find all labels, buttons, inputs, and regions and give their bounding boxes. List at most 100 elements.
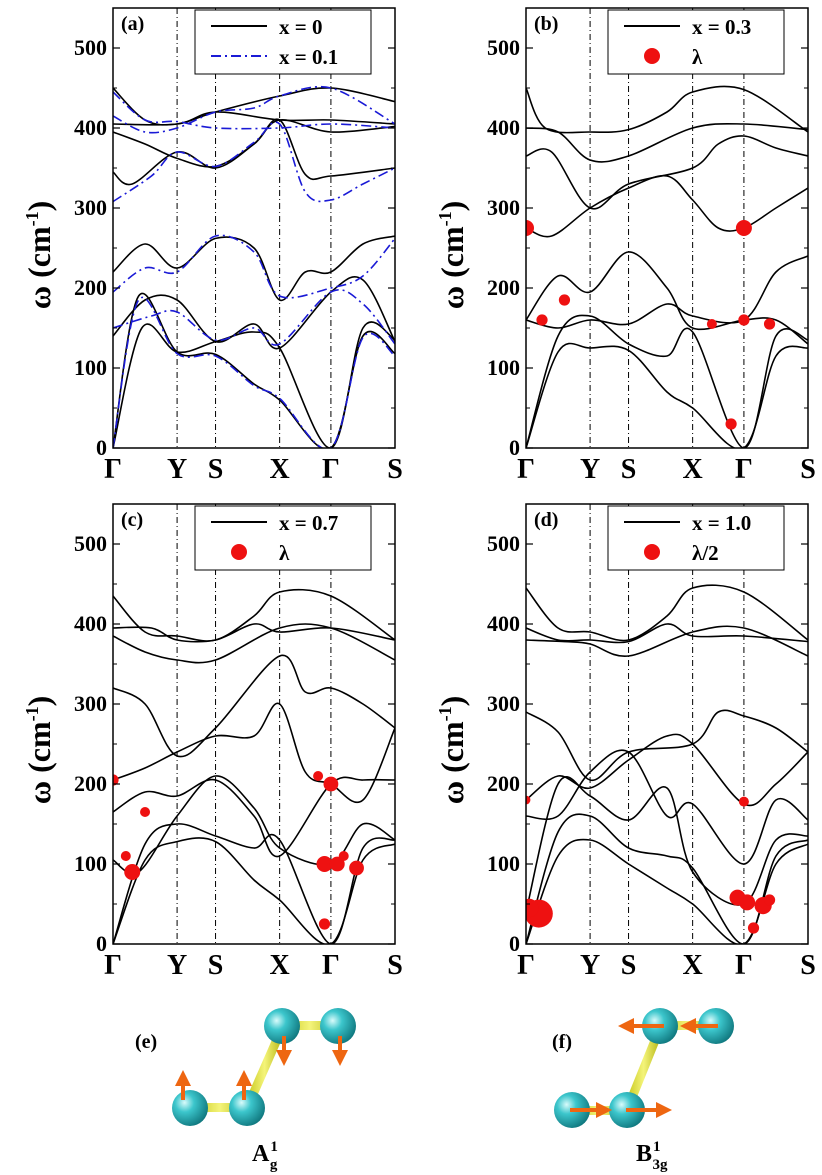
x-kpoint-label: X bbox=[270, 950, 290, 981]
lambda-marker bbox=[747, 922, 760, 934]
x-kpoint-label: X bbox=[683, 950, 703, 981]
lambda-marker bbox=[140, 807, 151, 817]
plot-frame bbox=[112, 7, 396, 449]
lambda-marker bbox=[113, 774, 119, 786]
y-tick-label: 500 bbox=[487, 35, 520, 60]
lambda-marker bbox=[526, 795, 531, 805]
legend-label: x = 0.7 bbox=[279, 511, 338, 535]
series-line bbox=[113, 775, 395, 875]
lambda-marker bbox=[725, 418, 737, 430]
y-tick-label: 100 bbox=[487, 355, 520, 380]
y-tick-label: 400 bbox=[487, 115, 520, 140]
bond bbox=[193, 1103, 247, 1112]
lambda-marker bbox=[120, 851, 131, 861]
svg-text:ω (cm-1): ω (cm-1) bbox=[434, 201, 470, 310]
lambda-marker bbox=[313, 771, 324, 781]
series-group bbox=[526, 584, 808, 944]
x-kpoint-label: S bbox=[387, 950, 403, 981]
series-line bbox=[526, 314, 808, 448]
x-kpoint-label: Γ bbox=[322, 950, 340, 981]
lambda-marker bbox=[739, 894, 756, 911]
y-tick-label: 100 bbox=[74, 851, 107, 876]
svg-text:ω (cm-1): ω (cm-1) bbox=[434, 696, 470, 805]
lambda-marker bbox=[763, 894, 776, 906]
series-group bbox=[526, 85, 808, 448]
x-kpoint-label: Y bbox=[167, 454, 187, 485]
y-tick-label: 500 bbox=[74, 531, 107, 556]
ylabel-d: ω (cm-1) bbox=[434, 696, 470, 805]
x-kpoint-label: S bbox=[800, 950, 816, 981]
y-tick-label: 200 bbox=[74, 771, 107, 796]
series-line bbox=[526, 135, 808, 210]
series-line bbox=[526, 709, 808, 781]
x-kpoint-label: S bbox=[208, 454, 224, 485]
legend-box bbox=[607, 9, 785, 75]
series-line bbox=[526, 122, 808, 163]
lambda-marker bbox=[124, 864, 141, 880]
series-line bbox=[113, 235, 395, 301]
lambda-marker bbox=[329, 856, 345, 872]
series-line bbox=[113, 623, 395, 643]
y-tick-label: 0 bbox=[509, 931, 520, 956]
lambda-marker bbox=[318, 918, 331, 930]
y-tick-label: 300 bbox=[487, 691, 520, 716]
series-line bbox=[526, 813, 808, 944]
panel-label: (a) bbox=[121, 13, 144, 35]
legend-box bbox=[607, 505, 785, 571]
legend-label: λ bbox=[692, 45, 703, 69]
legend-label: x = 1.0 bbox=[692, 511, 751, 535]
x-kpoint-label: X bbox=[270, 454, 290, 485]
panel-label: (d) bbox=[534, 509, 558, 531]
series-line bbox=[113, 588, 395, 642]
atom bbox=[172, 1090, 208, 1126]
x-kpoint-label: S bbox=[387, 454, 403, 485]
series-line bbox=[113, 776, 395, 858]
series-line bbox=[526, 255, 808, 329]
series-group bbox=[113, 86, 395, 448]
y-tick-label: 100 bbox=[487, 851, 520, 876]
y-tick-label: 100 bbox=[74, 355, 107, 380]
y-tick-label: 200 bbox=[487, 771, 520, 796]
series-line bbox=[526, 584, 808, 642]
ylabel-b: ω (cm-1) bbox=[434, 201, 470, 310]
legend-box bbox=[194, 9, 372, 75]
lambda-marker bbox=[735, 220, 752, 236]
series-line bbox=[526, 776, 808, 913]
lambda-marker bbox=[323, 776, 339, 792]
plot-frame bbox=[525, 503, 809, 945]
atom bbox=[320, 1008, 356, 1044]
series-line bbox=[113, 321, 395, 448]
series-group bbox=[113, 588, 395, 944]
y-tick-label: 400 bbox=[487, 611, 520, 636]
series-line bbox=[113, 296, 395, 448]
lambda-marker bbox=[738, 314, 750, 326]
series-line bbox=[113, 121, 395, 203]
y-tick-label: 300 bbox=[74, 195, 107, 220]
y-tick-label: 200 bbox=[487, 275, 520, 300]
mode-e: (e) A1 g bbox=[135, 1008, 356, 1173]
series-line bbox=[113, 91, 395, 130]
mode-f-label: (f) bbox=[552, 1031, 572, 1053]
mode-f-name: B1 3g bbox=[636, 1139, 668, 1173]
x-kpoint-label: S bbox=[621, 454, 637, 485]
plot-frame bbox=[112, 503, 396, 945]
series-line bbox=[113, 86, 395, 134]
y-tick-label: 0 bbox=[96, 435, 107, 460]
plot-frame bbox=[525, 7, 809, 449]
x-kpoint-label: Γ bbox=[322, 454, 340, 485]
series-line bbox=[526, 251, 808, 345]
x-kpoint-label: S bbox=[621, 950, 637, 981]
x-kpoint-label: X bbox=[683, 454, 703, 485]
lambda-marker bbox=[349, 860, 364, 876]
x-kpoint-label: S bbox=[208, 950, 224, 981]
y-tick-label: 400 bbox=[74, 611, 107, 636]
series-line bbox=[113, 87, 395, 126]
series-line bbox=[526, 749, 808, 865]
series-line bbox=[526, 625, 808, 657]
series-line bbox=[526, 733, 808, 807]
y-tick-label: 300 bbox=[487, 195, 520, 220]
lambda-marker bbox=[526, 898, 539, 918]
atom bbox=[264, 1008, 300, 1044]
